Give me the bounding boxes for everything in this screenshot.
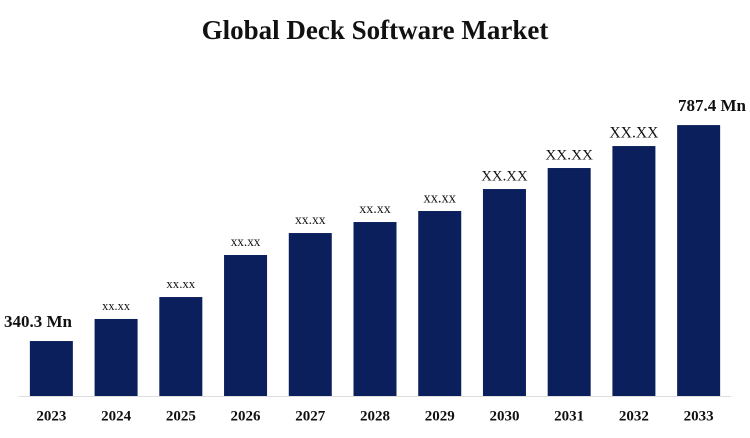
value-label: 787.4 Mn [678, 96, 747, 115]
x-tick-label: 2030 [489, 408, 519, 424]
value-label: xx.xx [102, 299, 131, 313]
value-label: xx.xx [166, 277, 195, 291]
bar [29, 341, 73, 396]
value-label: xx.xx [424, 190, 457, 206]
x-tick-label: 2025 [166, 408, 196, 424]
bar [159, 297, 203, 396]
bar [547, 168, 591, 396]
bar [418, 211, 462, 396]
x-tick-label: 2033 [684, 408, 714, 424]
bar [288, 233, 332, 396]
x-tick-label: 2031 [554, 408, 584, 424]
bar [353, 222, 397, 396]
bar [224, 255, 268, 396]
x-tick-label: 2028 [360, 408, 390, 424]
x-tick-label: 2027 [295, 408, 326, 424]
value-label: xx.xx [359, 202, 391, 217]
x-tick-label: 2023 [36, 408, 66, 424]
x-tick-label: 2024 [101, 408, 132, 424]
bar [482, 189, 526, 396]
value-label: XX.XX [481, 168, 528, 184]
value-label: xx.xx [295, 212, 326, 227]
x-tick-label: 2029 [425, 408, 455, 424]
value-label: xx.xx [231, 234, 261, 249]
value-label: XX.XX [609, 125, 658, 142]
x-tick-label: 2026 [231, 408, 262, 424]
value-label: 340.3 Mn [4, 312, 73, 331]
bar [612, 146, 656, 396]
chart-title: Global Deck Software Market [202, 15, 549, 45]
bar [94, 318, 138, 396]
bar [677, 125, 721, 397]
value-label: XX.XX [545, 147, 593, 164]
x-tick-label: 2032 [619, 408, 649, 424]
